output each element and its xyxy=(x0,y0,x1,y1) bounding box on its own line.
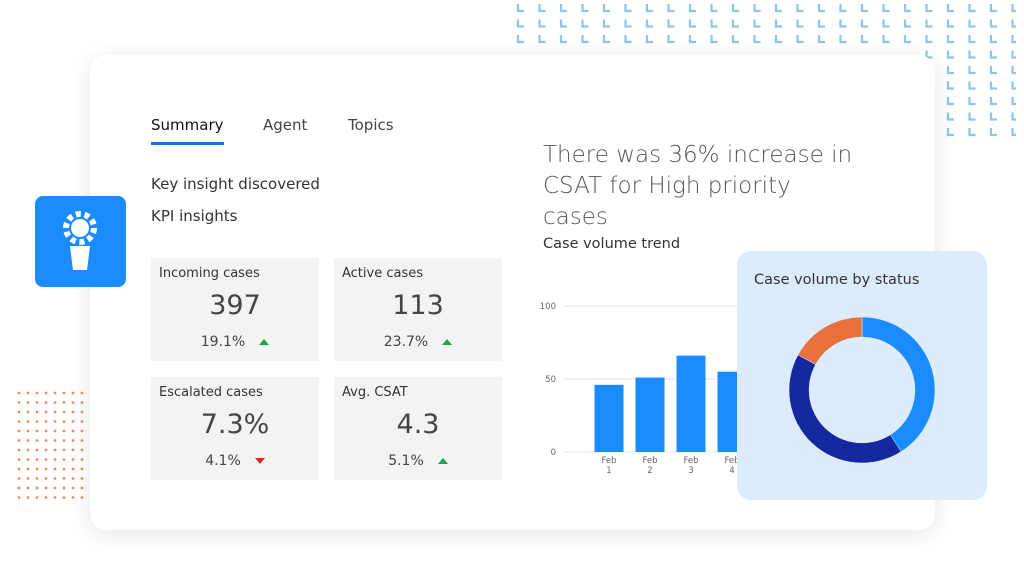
agent-icon xyxy=(63,211,97,270)
kpi-card: Incoming cases 397 19.1% xyxy=(151,258,319,361)
chart-title: Case volume trend xyxy=(543,236,681,252)
insight-text: KPI insights xyxy=(151,207,238,225)
bar xyxy=(594,384,624,452)
kpi-label: Active cases xyxy=(342,266,424,281)
kpi-change: 19.1% xyxy=(151,334,319,350)
kpi-change: 5.1% xyxy=(334,453,502,469)
pattern-dots xyxy=(16,390,88,505)
trend-indicator xyxy=(442,339,453,345)
kpi-label: Incoming cases xyxy=(159,266,260,281)
donut-segment xyxy=(788,354,902,464)
kpi-label: Escalated cases xyxy=(159,385,263,400)
headline: There was 36% increase in CSAT for High … xyxy=(543,142,853,230)
y-tick-label: 50 xyxy=(545,375,556,385)
kpi-change-value: 23.7% xyxy=(383,334,429,350)
kpi-change: 23.7% xyxy=(334,334,502,350)
kpi-label: Avg. CSAT xyxy=(342,385,408,400)
pattern-right xyxy=(925,48,1016,140)
donut-segment xyxy=(861,316,936,452)
pattern-top xyxy=(516,2,1016,48)
donut-chart xyxy=(788,316,936,464)
trend-indicator xyxy=(259,339,270,345)
y-tick-label: 0 xyxy=(551,448,556,458)
icon-tile xyxy=(35,196,126,287)
kpi-card: Avg. CSAT 4.3 5.1% xyxy=(334,377,502,480)
trend-indicator xyxy=(437,458,448,464)
kpi-value: 397 xyxy=(209,290,261,321)
kpi-value: 113 xyxy=(392,290,444,321)
insight-text: Key insight discovered xyxy=(151,175,320,193)
tab[interactable]: Topics xyxy=(348,116,394,134)
y-tick-label: 100 xyxy=(540,302,556,312)
x-tick-label: Feb 1 xyxy=(601,456,617,476)
bar xyxy=(635,377,665,452)
donut-panel: Case volume by status xyxy=(737,251,987,500)
x-tick-label: Feb 3 xyxy=(683,456,699,476)
x-tick-label: Feb 2 xyxy=(642,456,658,476)
trend-indicator xyxy=(254,458,265,464)
kpi-card: Active cases 113 23.7% xyxy=(334,258,502,361)
kpi-change-value: 19.1% xyxy=(200,334,246,350)
kpi-change-value: 5.1% xyxy=(388,453,424,469)
kpi-value: 4.3 xyxy=(396,409,440,440)
tab[interactable]: Agent xyxy=(263,116,308,134)
donut-segment xyxy=(797,316,863,365)
kpi-change-value: 4.1% xyxy=(205,453,241,469)
kpi-value: 7.3% xyxy=(200,409,270,440)
kpi-card: Escalated cases 7.3% 4.1% xyxy=(151,377,319,480)
bar xyxy=(676,355,706,452)
chart-title: Case volume by status xyxy=(754,272,920,288)
x-tick-label: Feb 4 xyxy=(724,456,740,476)
tab[interactable]: Summary xyxy=(151,116,224,145)
kpi-change: 4.1% xyxy=(151,453,319,469)
